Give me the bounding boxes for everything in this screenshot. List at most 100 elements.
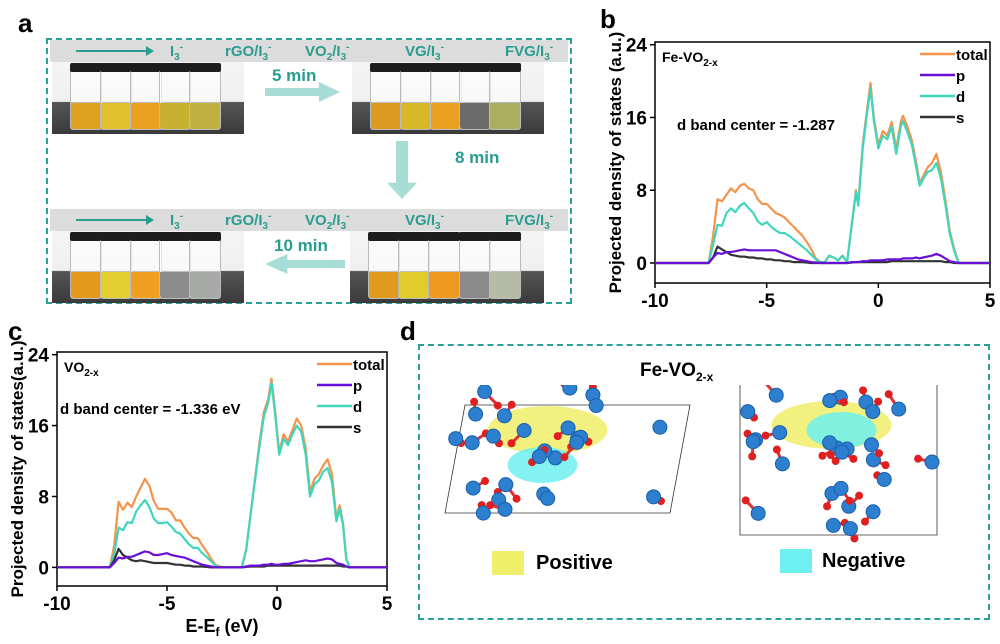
series-line-d xyxy=(655,87,990,265)
vanadium-atom xyxy=(569,434,585,450)
unit-cell-right xyxy=(739,385,938,536)
vanadium-atom xyxy=(531,449,547,465)
oxygen-atom xyxy=(481,477,490,486)
oxygen-atom xyxy=(748,452,757,461)
oxygen-atom xyxy=(860,517,869,526)
legend-label-total: total xyxy=(956,47,988,64)
oxygen-atom xyxy=(855,491,864,500)
x-axis-label: E-Ef (eV) xyxy=(185,616,258,639)
vanadium-atom xyxy=(560,420,576,436)
vanadium-atom xyxy=(834,444,850,460)
vial xyxy=(70,232,102,299)
y-tick-label: 24 xyxy=(28,346,50,367)
oxygen-atom xyxy=(875,449,884,458)
vial xyxy=(489,63,522,130)
y-tick-label: 8 xyxy=(38,487,49,508)
oxygen-atom xyxy=(507,400,516,409)
oxygen-atom xyxy=(772,445,781,454)
vanadium-atom xyxy=(468,406,484,422)
panel-label-d: d xyxy=(400,316,416,346)
vial xyxy=(488,232,521,299)
oxygen-atom xyxy=(741,496,750,505)
panel-a-frame xyxy=(46,38,572,304)
sample-label: VG/I3- xyxy=(405,42,444,63)
negative-label: Negative xyxy=(822,550,906,572)
chart-c: -10 -5 0 5 0 8 16 24 E-Ef (eV) Projected density … xyxy=(8,341,393,639)
oxygen-atom xyxy=(874,397,883,406)
oxygen-atom xyxy=(849,454,858,463)
vanadium-atom xyxy=(772,425,788,441)
y-tick-label: 16 xyxy=(28,417,49,438)
photo-23min xyxy=(52,231,244,303)
oxygen-atom xyxy=(826,450,835,459)
legend-label-p: p xyxy=(353,378,362,395)
d-band-center-annotation: d band center = -1.287 xyxy=(677,117,835,134)
vial xyxy=(99,63,132,130)
panel-label-b: b xyxy=(600,4,616,34)
x-tick-label: 5 xyxy=(985,291,996,310)
y-tick-label: 0 xyxy=(38,558,49,579)
chart-title: Fe-VO2-x xyxy=(662,49,718,69)
sample-label: I3- xyxy=(170,211,184,232)
oxygen-atom xyxy=(831,456,840,465)
plot-frame xyxy=(56,351,388,587)
vanadium-atom xyxy=(865,504,881,520)
y-tick-label: 16 xyxy=(626,108,647,129)
arrow-8min-icon xyxy=(387,141,417,199)
vanadium-atom xyxy=(475,505,491,521)
legend-label-s: s xyxy=(956,110,964,127)
d-band-center-annotation: d band center = -1.336 eV xyxy=(60,401,241,418)
vanadium-atom xyxy=(498,477,514,493)
x-tick-label: -5 xyxy=(758,291,775,310)
oxygen-atom xyxy=(493,401,502,410)
sample-label: rGO/I3- xyxy=(225,42,272,63)
vanadium-atom xyxy=(516,423,532,439)
positive-swatch xyxy=(492,551,524,575)
sample-label: VO2/I3- xyxy=(305,211,350,232)
vial xyxy=(159,63,192,130)
vial xyxy=(370,63,402,130)
panel-d-frame xyxy=(418,344,990,620)
oxygen-atom xyxy=(850,534,859,543)
vial xyxy=(368,232,400,299)
y-axis-label: Projected density of states (a.u.) xyxy=(606,32,625,294)
series-line-p xyxy=(57,550,387,569)
vanadium-atom xyxy=(477,385,493,400)
vial xyxy=(70,63,102,130)
oxygen-atom xyxy=(761,431,770,440)
vanadium-atom xyxy=(540,490,556,506)
y-tick-label: 24 xyxy=(626,36,648,57)
vial xyxy=(458,232,491,299)
vial xyxy=(159,232,192,299)
label-strip: I3- rGO/I3- VO2/I3- VG/I3- FVG/I3- xyxy=(50,209,568,232)
sample-label: FVG/I3- xyxy=(505,211,554,232)
x-tick-label: 0 xyxy=(272,594,283,615)
oxygen-atom xyxy=(823,502,832,511)
vanadium-atom xyxy=(448,431,464,447)
time-label: 5 min xyxy=(272,66,317,85)
time-label: 10 min xyxy=(274,236,328,255)
sample-label: FVG/I3- xyxy=(505,42,554,63)
panel-d-title: Fe-VO2-x xyxy=(640,360,714,384)
oxygen-atom xyxy=(470,397,479,406)
vial xyxy=(398,232,431,299)
oxygen-atom xyxy=(845,496,854,505)
photo-initial xyxy=(52,62,244,134)
vanadium-atom xyxy=(825,517,841,533)
oxygen-atom xyxy=(560,453,569,462)
sample-label: I3- xyxy=(170,42,184,63)
charge-density-structures xyxy=(444,385,940,543)
vanadium-atom xyxy=(652,419,668,435)
legend-label-total: total xyxy=(353,357,385,374)
panel-label-a: a xyxy=(18,8,33,38)
oxygen-atom xyxy=(818,451,827,460)
legend-label-d: d xyxy=(956,89,965,106)
oxygen-atom xyxy=(884,390,893,399)
oxygen-atom xyxy=(914,454,923,463)
vanadium-atom xyxy=(822,435,838,451)
vanadium-atom xyxy=(924,454,940,470)
vanadium-atom xyxy=(774,456,790,472)
series-line-p xyxy=(655,248,990,265)
vanadium-atom xyxy=(740,404,756,420)
